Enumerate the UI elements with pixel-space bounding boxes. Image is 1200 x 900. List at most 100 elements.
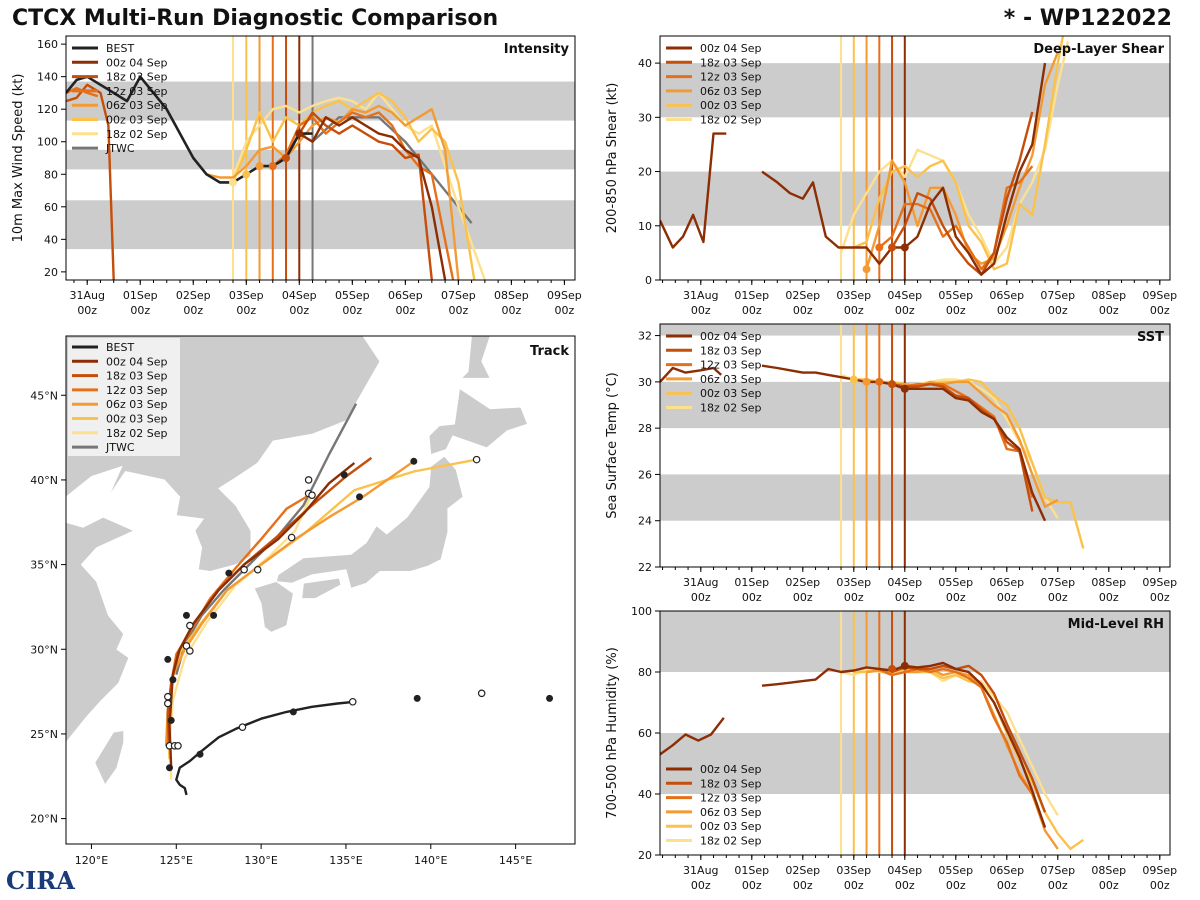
- sst-xtick-label: 00z: [997, 591, 1017, 604]
- intensity-legend-label: 00z 04 Sep: [106, 56, 168, 69]
- shear-xtick-label: 05Sep: [938, 289, 973, 302]
- sst-series-00z-04-Sep: [660, 366, 723, 383]
- rh-title: Mid-Level RH: [1068, 617, 1164, 632]
- shear-xtick-label: 00z: [1150, 304, 1170, 317]
- track-point-open: [174, 741, 182, 750]
- intensity-xtick-label: 00z: [555, 304, 575, 317]
- shear-xtick-label: 00z: [793, 304, 813, 317]
- shear-ytick-label: 0: [645, 274, 652, 287]
- track-point-open: [472, 455, 481, 464]
- track-point-filled: [413, 694, 421, 702]
- intensity-legend-label: 18z 03 Sep: [106, 71, 168, 84]
- track-legend-label: 06z 03 Sep: [106, 398, 168, 411]
- track-legend-label: 12z 03 Sep: [106, 384, 168, 397]
- intensity-ytick-label: 60: [44, 201, 58, 214]
- sst-ytick-label: 22: [638, 561, 652, 574]
- shear-marker-0: [900, 243, 909, 252]
- rh-xtick-label: 31Aug: [683, 864, 718, 877]
- shear-xtick-label: 08Sep: [1091, 289, 1126, 302]
- cira-logo-text: CIRA: [6, 866, 75, 895]
- intensity-series-12z-03-Sep-b: [272, 111, 455, 280]
- rh-xtick-label: 00z: [691, 879, 711, 892]
- track-xtick-label: 145°E: [499, 854, 532, 867]
- track-point-open: [238, 723, 247, 731]
- shear-plot-area: [660, 36, 1070, 280]
- track-ytick-label: 40°N: [30, 474, 58, 487]
- shear-legend-label: 00z 03 Sep: [700, 99, 762, 112]
- shear-legend-label: 18z 02 Sep: [700, 114, 762, 127]
- rh-xtick-label: 00z: [742, 879, 762, 892]
- track-point-filled: [164, 655, 172, 663]
- shear-xtick-label: 00z: [997, 304, 1017, 317]
- track-point-open: [477, 689, 486, 698]
- sst-xtick-label: 05Sep: [938, 576, 973, 589]
- intensity-title: Intensity: [504, 42, 570, 57]
- sst-xtick-label: 00z: [691, 591, 711, 604]
- intensity-xtick-label: 02Sep: [176, 289, 211, 302]
- shear-xtick-label: 00z: [895, 304, 915, 317]
- shear-xtick-label: 02Sep: [785, 289, 820, 302]
- track-point-filled: [546, 694, 554, 702]
- sst-xtick-label: 00z: [1150, 591, 1170, 604]
- track-xtick-label: 135°E: [329, 854, 362, 867]
- sst-legend-label: 18z 03 Sep: [700, 344, 762, 357]
- rh-xtick-label: 00z: [997, 879, 1017, 892]
- sst-marker-2: [875, 377, 884, 386]
- intensity-xtick-label: 00z: [395, 304, 415, 317]
- track-point-open: [186, 621, 194, 630]
- track-point-filled: [356, 493, 364, 501]
- rh-xtick-label: 00z: [1048, 879, 1068, 892]
- intensity-ytick-label: 40: [44, 233, 58, 246]
- rh-ytick-label: 20: [638, 849, 652, 862]
- intensity-marker-3: [255, 162, 264, 171]
- sst-ytick-label: 28: [638, 422, 652, 435]
- track-xtick-label: 125°E: [160, 854, 193, 867]
- sst-legend-label: 00z 03 Sep: [700, 387, 762, 400]
- sst-title: SST: [1137, 330, 1164, 345]
- track-point-filled: [340, 471, 348, 479]
- land-china-coast: [66, 516, 135, 744]
- sst-legend-label: 12z 03 Sep: [700, 359, 762, 372]
- track-legend-label: 18z 02 Sep: [106, 427, 168, 440]
- sst-xtick-label: 00z: [895, 591, 915, 604]
- intensity-series-18z-02-Sep: [231, 91, 487, 280]
- shear-marker-2: [875, 243, 884, 252]
- shear-xtick-label: 00z: [1048, 304, 1068, 317]
- track-legend-bg: [68, 338, 180, 456]
- shear-title: Deep-Layer Shear: [1033, 42, 1164, 57]
- sst-xtick-label: 04Sep: [887, 576, 922, 589]
- rh-xtick-label: 09Sep: [1142, 864, 1177, 877]
- sst-legend-label: 06z 03 Sep: [700, 373, 762, 386]
- intensity-ytick-label: 120: [37, 103, 58, 116]
- shear-chart: 0 10 20 30 40 31Aug 00z 01Sep 00z 02Sep 00z 03Sep 00…: [605, 35, 1177, 317]
- intensity-ytick-label: 80: [44, 168, 58, 181]
- intensity-ytick-label: 100: [37, 136, 58, 149]
- sst-ytick-label: 24: [638, 515, 652, 528]
- rh-chart: 20 40 60 80 100 31Aug 00z 01Sep 00z 02Sep 00z 03Sep…: [605, 605, 1177, 892]
- intensity-chart: 20 40 60 80 100 120 140 160 31Aug 00z 01Sep 00z 02Se…: [11, 35, 582, 317]
- track-legend-label: BEST: [106, 341, 134, 354]
- shear-xtick-label: 00z: [1099, 304, 1119, 317]
- rh-ytick-label: 40: [638, 788, 652, 801]
- sst-legend-label: 00z 04 Sep: [700, 330, 762, 343]
- shear-legend-label: 00z 04 Sep: [700, 42, 762, 55]
- shear-xtick-label: 07Sep: [1040, 289, 1075, 302]
- intensity-series-18z-03-Sep: [66, 83, 115, 280]
- shear-legend-label: 12z 03 Sep: [700, 71, 762, 84]
- intensity-xtick-label: 04Sep: [282, 289, 317, 302]
- track-point-filled: [165, 764, 173, 772]
- sst-xtick-label: 08Sep: [1091, 576, 1126, 589]
- shear-ytick-label: 10: [638, 220, 652, 233]
- land-japan-hokkaido: [428, 387, 529, 456]
- sst-chart: 22 24 26 28 30 32 31Aug 00z 01Sep 00z 02Sep 00z 03Se…: [605, 323, 1177, 604]
- track-ytick-label: 30°N: [30, 643, 58, 656]
- sst-xtick-label: 31Aug: [683, 576, 718, 589]
- intensity-series-00z-03-Sep: [231, 91, 476, 280]
- sst-ylabel: Sea Surface Temp (°C): [605, 372, 620, 519]
- rh-xtick-label: 06Sep: [989, 864, 1024, 877]
- track-point-open: [186, 647, 194, 655]
- rh-xtick-label: 00z: [844, 879, 864, 892]
- intensity-ytick-label: 160: [37, 38, 58, 51]
- shear-ytick-label: 40: [638, 57, 652, 70]
